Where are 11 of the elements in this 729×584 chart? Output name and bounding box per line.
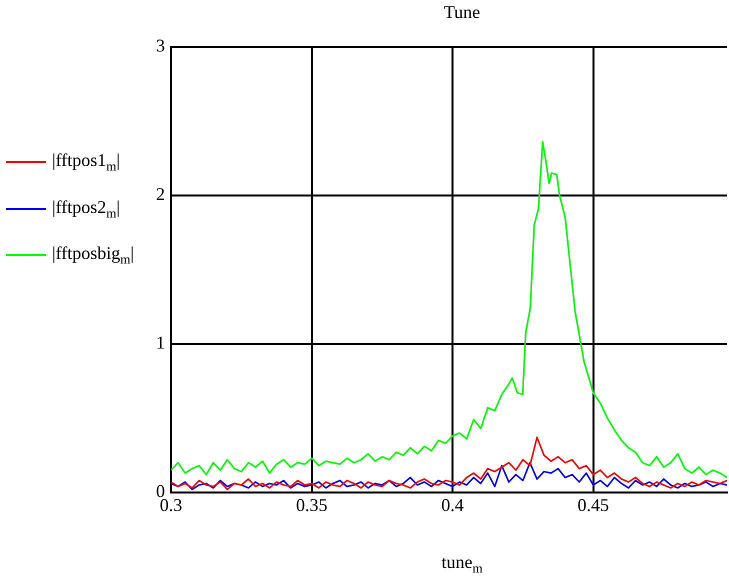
x-axis-title: tune$_{m}$: [440, 552, 484, 577]
y-tick-label: 2: [156, 184, 165, 204]
x-tick-label: 0.45: [578, 494, 610, 515]
chart-title: Tune: [442, 2, 482, 23]
legend-label: |fftpos2$_{m}$|: [52, 196, 120, 222]
legend-label: |fftposbig$_{m}$|: [52, 243, 134, 268]
x-tick-label: 0.4: [441, 494, 464, 515]
legend-label: |fftpos1$_{m}$|: [52, 150, 120, 175]
y-tick-label: 3: [156, 36, 165, 56]
x-tick-label: 0.35: [296, 494, 328, 515]
y-tick-label: 1: [156, 332, 165, 353]
